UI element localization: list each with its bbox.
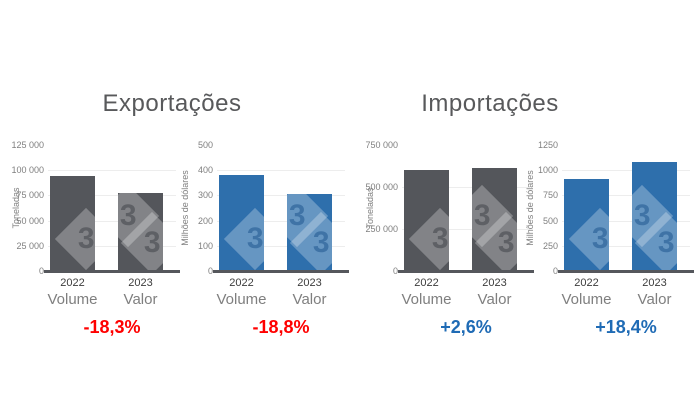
x-tick-label: 2023	[128, 277, 153, 289]
watermark-diamond: 3	[568, 207, 609, 271]
category-sublabel: Valor	[292, 291, 327, 308]
y-tick-label: 1250	[537, 140, 558, 150]
gridline	[562, 221, 690, 222]
change-label: -18,3%	[83, 317, 141, 337]
y-tick-label: 750 000	[365, 140, 398, 150]
y-tick-label: 500	[542, 216, 558, 226]
x-axis-line	[213, 270, 349, 273]
y-tick-label: 0	[38, 266, 44, 276]
category-sublabel: Volume	[216, 291, 267, 308]
y-tick-label: 75 000	[16, 190, 44, 200]
gridline	[562, 246, 690, 247]
y-tick-label: 500 000	[365, 182, 398, 192]
bar-2022: 333	[564, 178, 609, 271]
change-label: -18,8%	[252, 317, 310, 337]
gridline	[217, 170, 345, 171]
category-sublabel: Valor	[477, 291, 512, 308]
gridline	[562, 195, 690, 196]
bar-2023: 333	[472, 167, 517, 271]
y-tick-label: 300	[197, 190, 213, 200]
y-tick-label: 0	[207, 266, 213, 276]
y-tick-label: 400	[197, 165, 213, 175]
gridline	[217, 221, 345, 222]
x-tick-label: 2023	[297, 277, 322, 289]
x-tick-label: 2022	[229, 277, 254, 289]
y-tick-label: 1000	[537, 165, 558, 175]
gridline	[48, 195, 176, 196]
x-tick-label: 2022	[574, 277, 599, 289]
change-label: +18,4%	[595, 317, 657, 337]
gridline	[402, 229, 530, 230]
x-axis-line	[398, 270, 534, 273]
gridline	[217, 195, 345, 196]
gridline	[48, 221, 176, 222]
watermark-glyph: 3	[591, 221, 609, 255]
bar-2022: 333	[404, 170, 449, 271]
bar-2023: 333	[287, 194, 332, 271]
bar-2023: 333	[632, 161, 677, 271]
y-axis-title: Milhões de dólares	[525, 170, 535, 246]
gridline	[402, 187, 530, 188]
x-axis-line	[558, 270, 694, 273]
x-tick-label: 2023	[642, 277, 667, 289]
category-sublabel: Valor	[123, 291, 158, 308]
x-tick-label: 2023	[482, 277, 507, 289]
bar-2022: 333	[219, 175, 264, 271]
x-tick-label: 2022	[414, 277, 439, 289]
watermark-glyph: 3	[657, 225, 675, 259]
gridline	[562, 170, 690, 171]
y-tick-label: 250 000	[365, 224, 398, 234]
y-tick-label: 125 000	[11, 140, 44, 150]
category-sublabel: Volume	[47, 291, 98, 308]
y-tick-label: 0	[392, 266, 398, 276]
bar-2022: 333	[50, 175, 95, 271]
gridline	[217, 246, 345, 247]
y-tick-label: 200	[197, 216, 213, 226]
x-axis-line	[44, 270, 180, 273]
imports-group-title: Importações	[421, 90, 559, 117]
y-tick-label: 250	[542, 241, 558, 251]
change-label: +2,6%	[440, 317, 492, 337]
gridline	[48, 246, 176, 247]
y-tick-label: 50 000	[16, 216, 44, 226]
y-tick-label: 25 000	[16, 241, 44, 251]
category-sublabel: Valor	[637, 291, 672, 308]
bar-2023: 333	[118, 193, 163, 271]
exports-group-title: Exportações	[102, 90, 242, 117]
y-tick-label: 0	[552, 266, 558, 276]
category-sublabel: Volume	[401, 291, 452, 308]
y-tick-label: 750	[542, 190, 558, 200]
y-tick-label: 100 000	[11, 165, 44, 175]
gridline	[48, 170, 176, 171]
category-sublabel: Volume	[561, 291, 612, 308]
y-tick-label: 100	[197, 241, 213, 251]
y-tick-label: 500	[197, 140, 213, 150]
x-tick-label: 2022	[60, 277, 85, 289]
